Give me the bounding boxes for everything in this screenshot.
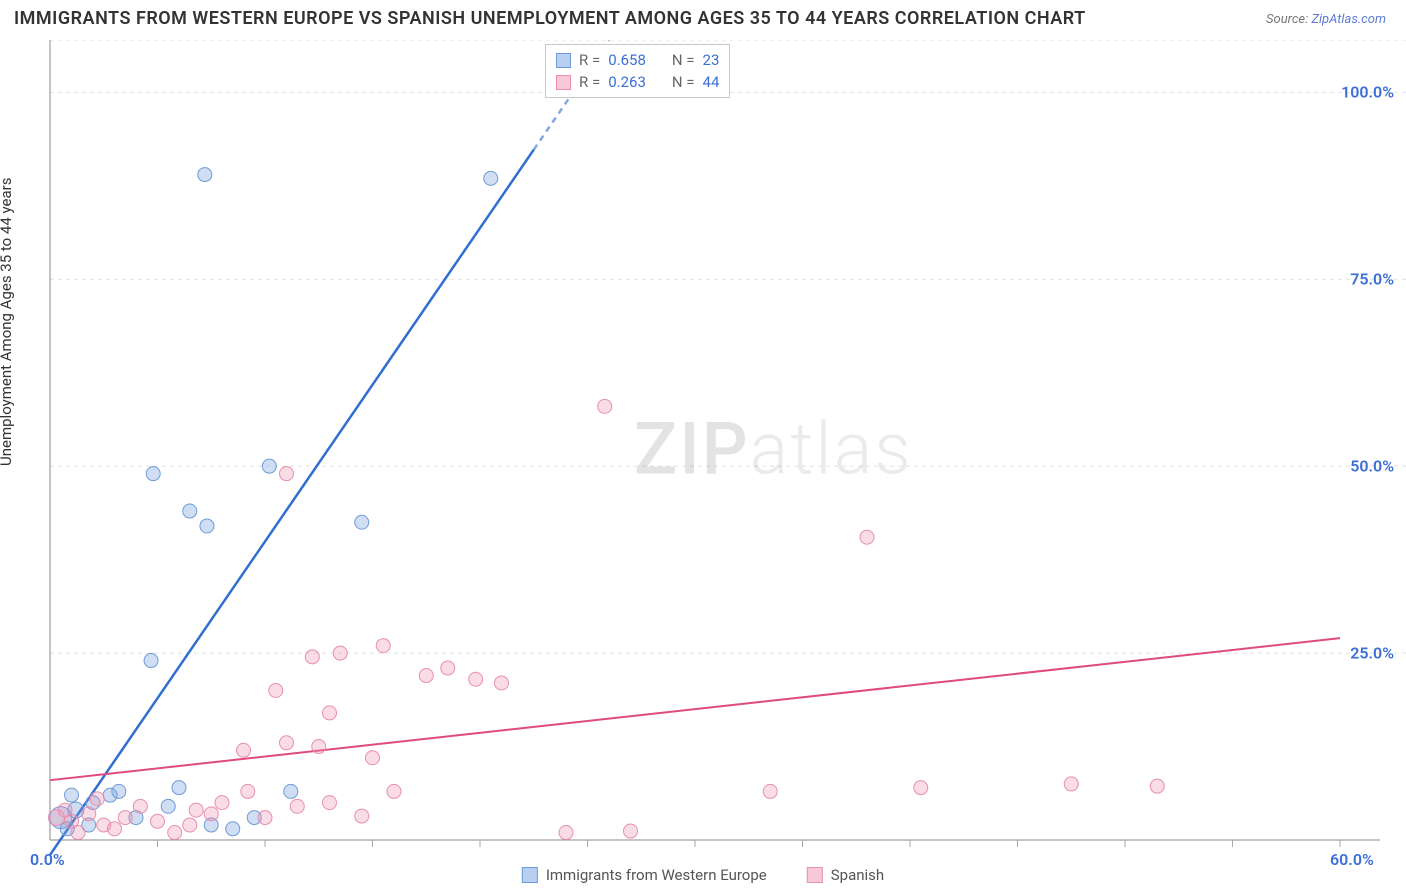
data-point [237, 743, 251, 757]
data-point [241, 784, 255, 798]
data-point [355, 809, 369, 823]
data-point [183, 818, 197, 832]
data-point [441, 661, 455, 675]
r-value: 0.658 [608, 49, 646, 71]
data-point [312, 740, 326, 754]
x-min-label: 0.0% [30, 850, 65, 869]
correlation-stats-box: R = 0.658 N = 23 R = 0.263 N = 44 [545, 44, 730, 98]
data-point [161, 799, 175, 813]
data-point [624, 824, 638, 838]
data-point [65, 788, 79, 802]
data-point [763, 784, 777, 798]
data-point [419, 669, 433, 683]
data-point [495, 676, 509, 690]
data-point [333, 646, 347, 660]
data-point [168, 826, 182, 840]
data-point [1150, 779, 1164, 793]
data-point [305, 650, 319, 664]
legend-label: Immigrants from Western Europe [546, 866, 767, 884]
data-point [269, 683, 283, 697]
chart-title: IMMIGRANTS FROM WESTERN EUROPE VS SPANIS… [14, 8, 1086, 29]
stats-row: R = 0.658 N = 23 [556, 49, 719, 71]
r-value: 0.263 [608, 71, 646, 93]
source-link[interactable]: ZipAtlas.com [1311, 12, 1386, 27]
r-label: R = [579, 71, 600, 93]
data-point [108, 822, 122, 836]
data-point [484, 171, 498, 185]
data-point [469, 672, 483, 686]
y-axis-label: Unemployment Among Ages 35 to 44 years [0, 178, 15, 466]
data-point [1064, 777, 1078, 791]
legend-label: Spanish [831, 866, 884, 884]
data-point [355, 515, 369, 529]
data-point [183, 504, 197, 518]
data-point [200, 519, 214, 533]
data-point [559, 826, 573, 840]
data-point [204, 807, 218, 821]
data-point [144, 654, 158, 668]
chart-area: Unemployment Among Ages 35 to 44 years Z… [0, 40, 1406, 892]
legend-swatch [522, 867, 538, 883]
legend-swatch [556, 53, 571, 68]
n-label: N = [672, 71, 695, 93]
y-tick-label: 100.0% [1341, 83, 1394, 102]
legend-swatch [807, 867, 823, 883]
data-point [172, 781, 186, 795]
data-point [258, 811, 272, 825]
source-attribution: Source: ZipAtlas.com [1266, 12, 1386, 27]
data-point [151, 814, 165, 828]
n-value: 44 [703, 71, 720, 93]
scatter-plot [0, 40, 1406, 892]
data-point [598, 399, 612, 413]
x-max-label: 60.0% [1330, 850, 1374, 869]
legend-item: Immigrants from Western Europe [522, 866, 767, 884]
data-point [189, 803, 203, 817]
data-point [323, 706, 337, 720]
n-value: 23 [703, 49, 720, 71]
data-point [82, 807, 96, 821]
stats-row: R = 0.263 N = 44 [556, 71, 719, 93]
bottom-legend: Immigrants from Western Europe Spanish [522, 866, 884, 884]
legend-swatch [556, 75, 571, 90]
data-point [280, 736, 294, 750]
data-point [262, 459, 276, 473]
r-label: R = [579, 49, 600, 71]
data-point [284, 784, 298, 798]
data-point [133, 799, 147, 813]
y-tick-label: 75.0% [1350, 270, 1394, 289]
data-point [387, 784, 401, 798]
data-point [376, 639, 390, 653]
y-tick-label: 50.0% [1350, 457, 1394, 476]
data-point [146, 467, 160, 481]
n-label: N = [672, 49, 695, 71]
data-point [215, 796, 229, 810]
data-point [90, 792, 104, 806]
data-point [71, 826, 85, 840]
y-tick-label: 25.0% [1350, 644, 1394, 663]
data-point [914, 781, 928, 795]
data-point [860, 530, 874, 544]
data-point [323, 796, 337, 810]
data-point [118, 811, 132, 825]
source-prefix: Source: [1266, 12, 1311, 27]
legend-item: Spanish [807, 866, 884, 884]
data-point [280, 467, 294, 481]
data-point [366, 751, 380, 765]
data-point [198, 168, 212, 182]
data-point [290, 799, 304, 813]
data-point [103, 788, 117, 802]
data-point [48, 810, 64, 826]
data-point [226, 822, 240, 836]
